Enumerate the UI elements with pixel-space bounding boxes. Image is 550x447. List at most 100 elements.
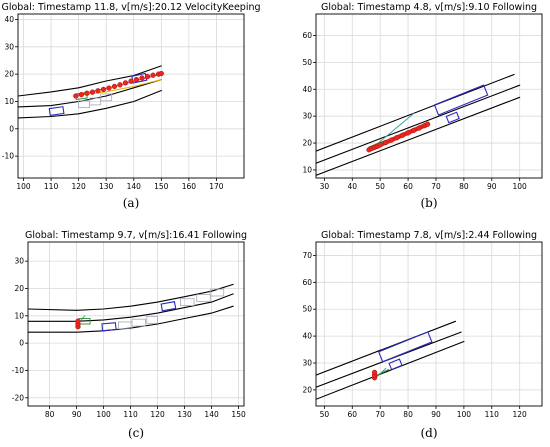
- lane-line: [316, 340, 465, 400]
- trajectory-point: [111, 83, 118, 90]
- ghost-vehicle-box: [89, 97, 102, 106]
- axes-frame: [27, 241, 245, 407]
- trajectory-point: [411, 127, 417, 134]
- chart-panel-3: Global: Timestamp 9.7, v[m/s]:16.41 Foll…: [12, 230, 247, 440]
- trajectory-point: [73, 93, 79, 99]
- y-tick-label: 30: [14, 257, 24, 266]
- x-tick-label: 110: [485, 410, 500, 419]
- y-tick-label: -10: [2, 152, 14, 161]
- lane-line: [28, 283, 234, 311]
- trajectory-point: [371, 369, 378, 376]
- y-tick-label: 10: [302, 165, 312, 174]
- chart-panel-2: Global: Timestamp 4.8, v[m/s]:9.10 Follo…: [302, 2, 543, 210]
- x-tick-label: 90: [431, 410, 441, 419]
- lane-line: [316, 320, 457, 376]
- x-tick-label: 40: [347, 182, 357, 191]
- trajectory-point: [424, 121, 431, 127]
- x-tick-label: 140: [204, 410, 219, 419]
- y-tick-label: 50: [302, 58, 312, 67]
- lane-line: [316, 84, 521, 164]
- lead-vehicle-box: [160, 301, 177, 312]
- y-tick-label: 60: [302, 31, 312, 40]
- y-tick-label: 30: [4, 42, 14, 51]
- y-tick-label: 10: [14, 311, 24, 320]
- chart-title: Global: Timestamp 4.8, v[m/s]:9.10 Follo…: [321, 2, 537, 13]
- panel-label: (b): [420, 196, 437, 210]
- x-tick-label: 80: [459, 182, 469, 191]
- ghost-vehicle-box: [131, 318, 146, 327]
- trajectory-point: [399, 132, 406, 138]
- y-tick-label: 50: [302, 305, 312, 314]
- grid: [316, 242, 542, 406]
- grid: [28, 242, 244, 406]
- trajectory-point: [158, 70, 164, 77]
- trajectory-point: [144, 73, 151, 80]
- x-tick-label: 110: [123, 410, 138, 419]
- grid: [18, 14, 244, 178]
- x-tick-label: 60: [403, 182, 413, 191]
- lead-vehicle-box: [377, 331, 433, 363]
- grid: [316, 14, 542, 178]
- trajectory-point: [394, 135, 400, 141]
- x-tick-label: 150: [231, 410, 246, 419]
- x-tick-label: 70: [431, 182, 441, 191]
- y-tick-label: 70: [302, 251, 312, 260]
- axes-frame: [315, 241, 543, 407]
- trajectory-point: [84, 90, 90, 96]
- plot-area: [28, 283, 234, 333]
- trajectory-point: [89, 89, 96, 95]
- plot-area: [18, 65, 164, 119]
- y-tick-label: 30: [302, 112, 312, 121]
- y-tick-label: -20: [12, 393, 24, 402]
- x-tick-label: 130: [177, 410, 192, 419]
- y-tick-label: 20: [302, 139, 312, 148]
- x-tick-label: 80: [45, 410, 55, 419]
- x-tick-label: 120: [513, 410, 528, 419]
- chart-title: Global: Timestamp 11.8, v[m/s]:20.12 Vel…: [1, 2, 260, 13]
- x-tick-label: 170: [209, 182, 224, 191]
- trajectory-point: [122, 80, 129, 86]
- trajectory-point: [100, 86, 107, 93]
- chart-panel-4: Global: Timestamp 7.8, v[m/s]:2.44 Follo…: [302, 230, 543, 440]
- ego-vehicle-box: [101, 322, 117, 332]
- lane-line: [18, 79, 162, 108]
- lead-vehicle-box: [433, 84, 489, 116]
- x-tick-label: 70: [375, 410, 385, 419]
- x-tick-label: 100: [457, 410, 472, 419]
- y-tick-label: 40: [302, 85, 312, 94]
- chart-title: Global: Timestamp 7.8, v[m/s]:2.44 Follo…: [321, 230, 537, 241]
- x-tick-label: 90: [487, 182, 497, 191]
- y-tick-label: 20: [14, 284, 24, 293]
- lane-line: [18, 65, 162, 97]
- trajectory-point: [78, 91, 85, 98]
- x-tick-label: 150: [154, 182, 169, 191]
- plot-area: [316, 73, 521, 176]
- y-tick-label: 10: [4, 97, 14, 106]
- x-tick-label: 120: [71, 182, 86, 191]
- x-tick-label: 160: [182, 182, 197, 191]
- vehicle-box-small: [388, 358, 403, 371]
- chart-title: Global: Timestamp 9.7, v[m/s]:16.41 Foll…: [25, 230, 247, 241]
- reference-path-yellow: [72, 79, 162, 97]
- y-tick-label: 40: [4, 15, 14, 24]
- ghost-vehicle-box: [209, 288, 225, 297]
- trajectory-point: [139, 75, 145, 81]
- y-tick-label: 60: [302, 278, 312, 287]
- y-tick-label: 40: [302, 332, 312, 341]
- x-tick-label: 60: [347, 410, 357, 419]
- chart-panel-1: Global: Timestamp 11.8, v[m/s]:20.12 Vel…: [1, 2, 260, 210]
- x-tick-label: 30: [320, 182, 330, 191]
- panel-label: (c): [128, 426, 144, 440]
- trajectory-point: [117, 82, 123, 88]
- y-tick-label: 20: [302, 385, 312, 394]
- x-tick-label: 130: [99, 182, 114, 191]
- lane-line: [18, 89, 162, 119]
- lane-line: [28, 293, 234, 322]
- ego-vehicle-box: [48, 106, 65, 116]
- plot-area: [316, 320, 465, 400]
- x-tick-label: 100: [16, 182, 31, 191]
- x-tick-label: 90: [72, 410, 82, 419]
- y-tick-label: 30: [302, 358, 312, 367]
- trajectory-point: [95, 88, 101, 94]
